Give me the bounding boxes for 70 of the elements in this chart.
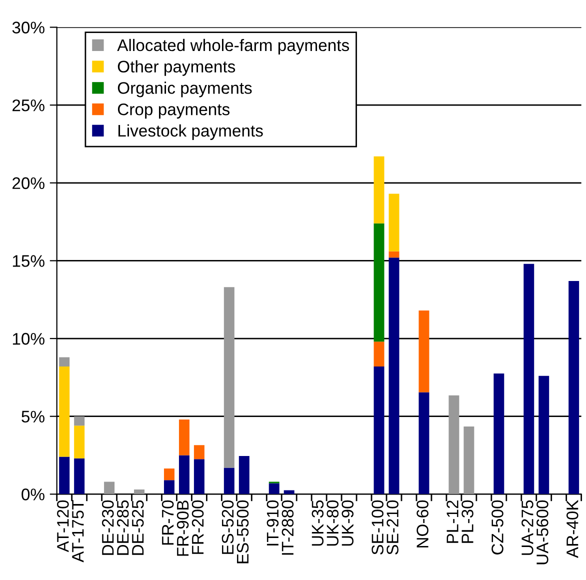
bar bbox=[59, 357, 70, 367]
bar bbox=[224, 468, 234, 494]
y-tick-label: 10% bbox=[12, 332, 44, 345]
bar bbox=[178, 419, 190, 456]
x-tick-label: FR-70 bbox=[162, 500, 174, 545]
y-tick-label: 20% bbox=[12, 177, 44, 190]
bar bbox=[418, 392, 430, 494]
x-tick-label: IT-2880 bbox=[282, 500, 294, 555]
bar bbox=[388, 251, 400, 258]
x-tick-label: PL-30 bbox=[462, 500, 474, 543]
bar bbox=[164, 480, 174, 494]
x-tick-label: UK-90 bbox=[342, 500, 354, 546]
x-tick-label: SE-100 bbox=[372, 500, 384, 555]
x-tick-label: UK-80 bbox=[326, 500, 339, 546]
bar bbox=[224, 287, 234, 468]
x-tick-label: PL-12 bbox=[446, 500, 458, 543]
legend-label: Other payments bbox=[118, 60, 236, 76]
bar bbox=[134, 489, 145, 494]
x-tick-label: DE-525 bbox=[132, 500, 144, 555]
bar bbox=[194, 459, 204, 494]
legend-label: Livestock payments bbox=[118, 124, 263, 140]
bar bbox=[374, 342, 384, 367]
x-tick-label: ES-5500 bbox=[236, 500, 249, 564]
x-tick-label: FR-90B bbox=[176, 500, 189, 556]
bar bbox=[388, 194, 400, 252]
bar bbox=[59, 456, 70, 494]
bar bbox=[448, 395, 460, 494]
bar bbox=[284, 490, 294, 494]
x-tick-label: DE-230 bbox=[102, 500, 114, 555]
legend-label: Organic payments bbox=[118, 82, 252, 98]
bar bbox=[538, 376, 550, 494]
bar bbox=[494, 374, 504, 494]
bar bbox=[374, 366, 384, 494]
bar bbox=[178, 455, 190, 494]
x-tick-label: UA-5600 bbox=[536, 500, 548, 564]
x-tick-label: AR-40K bbox=[566, 500, 578, 558]
x-tick-label: ES-520 bbox=[222, 500, 234, 554]
x-tick-label: UA-275 bbox=[522, 500, 534, 555]
x-tick-label: NO-60 bbox=[416, 500, 428, 548]
y-tick-label: 30% bbox=[12, 22, 44, 34]
x-tick-label: IT-910 bbox=[266, 500, 279, 546]
bar bbox=[74, 458, 85, 494]
x-tick-label: DE-285 bbox=[116, 500, 129, 555]
bar bbox=[524, 264, 534, 494]
x-tick-label: AT-175T bbox=[72, 500, 84, 562]
legend-label: Allocated whole-farm payments bbox=[117, 38, 350, 54]
bar bbox=[74, 426, 85, 458]
bar bbox=[418, 310, 430, 392]
bar bbox=[374, 156, 384, 224]
bar bbox=[268, 483, 280, 494]
bar bbox=[568, 280, 580, 494]
legend-label: Crop payments bbox=[118, 103, 230, 119]
bar bbox=[238, 456, 250, 494]
y-tick-label: 25% bbox=[12, 99, 44, 112]
bar bbox=[194, 445, 204, 460]
bar bbox=[374, 223, 384, 342]
x-tick-label: SE-210 bbox=[386, 500, 398, 555]
x-tick-label: FR-200 bbox=[192, 500, 204, 554]
x-tick-label: UK-35 bbox=[312, 500, 324, 546]
bar bbox=[388, 258, 400, 494]
y-tick-label: 0% bbox=[22, 488, 44, 500]
x-tick-label: AT-120 bbox=[57, 500, 69, 552]
bar bbox=[464, 426, 474, 494]
bar bbox=[104, 482, 115, 494]
bar bbox=[59, 366, 70, 457]
x-tick-label: CZ-500 bbox=[492, 500, 504, 554]
y-tick-label: 15% bbox=[12, 255, 44, 267]
bar bbox=[74, 416, 85, 426]
bar bbox=[164, 468, 174, 480]
y-tick-label: 5% bbox=[22, 410, 44, 423]
